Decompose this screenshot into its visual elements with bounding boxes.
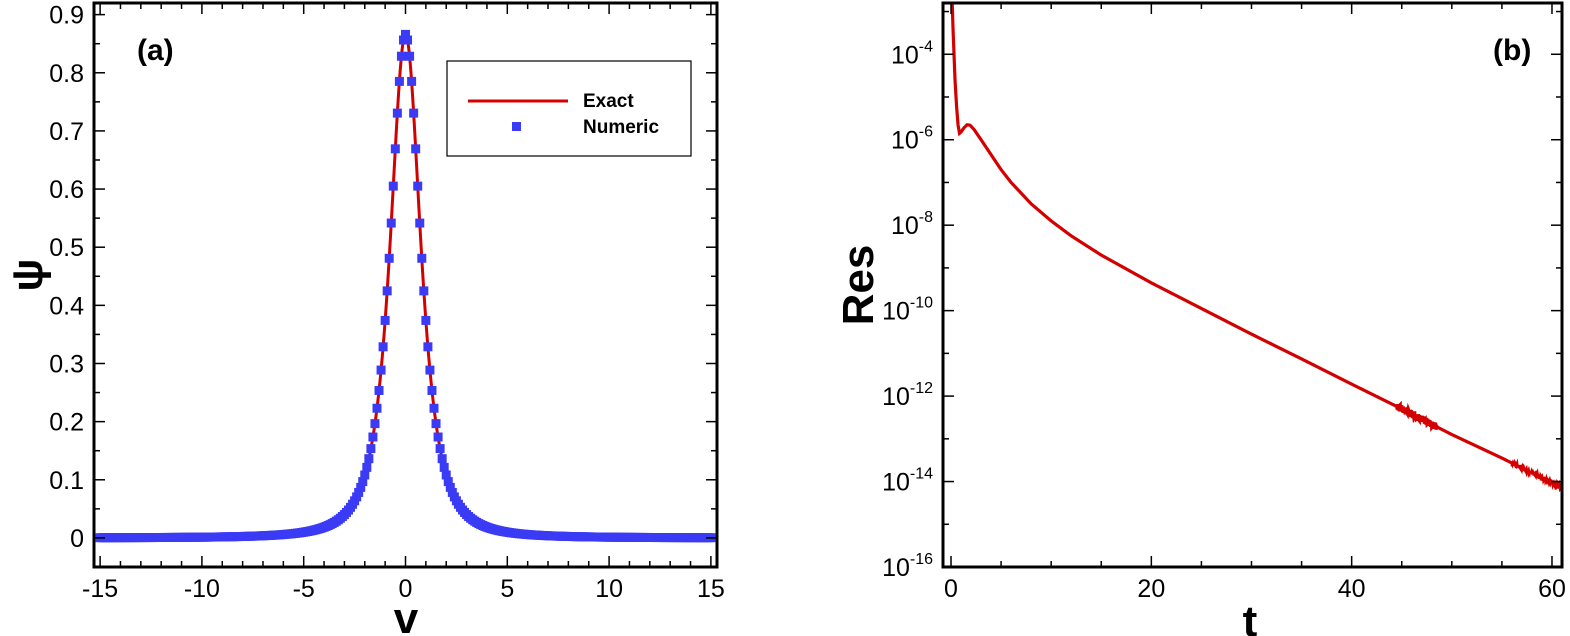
x-tick-label: 0: [399, 575, 413, 603]
y-tick-label: 0.7: [49, 118, 84, 146]
legend-exact-label: Exact: [583, 91, 634, 112]
numeric-point: [423, 342, 433, 352]
numeric-point: [378, 342, 388, 352]
numeric-point: [403, 35, 413, 45]
numeric-point: [401, 29, 410, 39]
numeric-point: [445, 482, 455, 492]
numeric-point: [396, 51, 406, 61]
x-tick-label: 60: [1538, 575, 1566, 603]
numeric-point: [372, 403, 382, 413]
x-tick-label: -10: [184, 575, 220, 603]
numeric-point: [435, 444, 445, 454]
panel-b-x-axis-title: t: [1243, 597, 1258, 636]
panel-a-plot-area: [95, 29, 716, 543]
numeric-point: [380, 315, 390, 325]
panel-b-plot-area: [950, 3, 1562, 493]
x-tick-label: 40: [1338, 575, 1366, 603]
x-tick-label: -5: [293, 575, 315, 603]
numeric-point: [425, 365, 435, 375]
numeric-point: [429, 403, 439, 413]
y-tick-label: 0.5: [49, 234, 84, 262]
numeric-point: [388, 181, 398, 191]
panel-a: -15 -10 -5 0 5 10 15 0 0.1 0.2 0.3 0.4 0.5 0.6 0.7 0.8 0…: [3, 1, 725, 636]
y-tick-label: 0.1: [49, 467, 84, 495]
y-tick-label: 0.8: [49, 60, 84, 88]
numeric-point: [415, 218, 425, 228]
y-tick-label: 0.9: [49, 2, 84, 30]
numeric-point: [437, 454, 447, 464]
x-tick-label: 0: [944, 575, 958, 603]
panel-a-x-axis-title: v: [394, 594, 419, 636]
legend-numeric-label: Numeric: [583, 117, 659, 138]
numeric-point: [409, 108, 419, 118]
y-tick-label: 0.3: [49, 350, 84, 378]
y-tick-label: 10-12: [882, 380, 933, 411]
numeric-point: [368, 432, 378, 442]
numeric-point: [411, 144, 421, 154]
numeric-point: [407, 76, 417, 86]
numeric-point: [362, 462, 372, 472]
numeric-point: [356, 482, 366, 492]
legend-numeric-marker: [512, 122, 521, 131]
numeric-point: [405, 51, 415, 61]
x-tick-label: 15: [697, 575, 725, 603]
x-tick-label: 10: [595, 575, 623, 603]
panel-b-y-axis-title: Res: [834, 245, 883, 326]
y-tick-label: 0: [70, 525, 84, 553]
panel-b-label: (b): [1493, 34, 1531, 67]
panel-a-y-axis-title: ψ: [3, 258, 52, 291]
numeric-point: [419, 286, 429, 296]
y-tick-label: 0.2: [49, 409, 84, 437]
numeric-point: [443, 477, 453, 487]
panel-a-axes: -15 -10 -5 0 5 10 15 0 0.1 0.2 0.3 0.4 0.5 0.6 0.7 0.8 0…: [49, 1, 725, 603]
y-tick-label: 0.4: [49, 292, 84, 320]
numeric-point: [390, 144, 400, 154]
x-tick-label: 20: [1137, 575, 1165, 603]
numeric-point: [386, 218, 396, 228]
numeric-point: [439, 462, 449, 472]
numeric-point: [421, 315, 431, 325]
numeric-point: [366, 444, 376, 454]
numeric-point: [370, 419, 380, 429]
y-tick-label: 10-6: [891, 124, 933, 155]
numeric-point: [382, 286, 392, 296]
numeric-point: [360, 470, 370, 480]
numeric-point: [384, 253, 394, 263]
numeric-point: [376, 365, 386, 375]
numeric-point: [394, 76, 404, 86]
residual-line: [950, 3, 1562, 493]
panel-b-axes: 0 20 40 60 10-16 10-14 10-12 10-10 10-8 10-6 10-4: [882, 1, 1566, 603]
legend-box: [446, 60, 692, 157]
panel-a-legend: Exact Numeric: [446, 60, 692, 157]
numeric-point: [427, 385, 437, 395]
numeric-point: [354, 487, 364, 497]
numeric-point: [392, 108, 402, 118]
numeric-point: [441, 470, 451, 480]
numeric-point: [413, 181, 423, 191]
y-tick-label: 10-14: [882, 466, 933, 497]
panel-b-frame: [941, 1, 1564, 569]
y-tick-label: 10-4: [891, 38, 933, 69]
numeric-point: [358, 477, 368, 487]
series-numeric-markers: [95, 29, 716, 543]
numeric-point: [433, 432, 443, 442]
numeric-point: [364, 454, 374, 464]
y-tick-label: 10-10: [882, 295, 933, 326]
numeric-point: [374, 385, 384, 395]
y-tick-label: 0.6: [49, 176, 84, 204]
y-tick-label: 10-16: [882, 551, 933, 582]
x-tick-label: 5: [500, 575, 514, 603]
numeric-point: [431, 419, 441, 429]
panel-b: 0 20 40 6010-1610-1410-1210-1010-810-610-4 …: [834, 1, 1566, 636]
x-tick-label: -15: [82, 575, 118, 603]
numeric-point: [417, 253, 427, 263]
y-tick-label: 10-8: [891, 209, 933, 240]
panel-a-label: (a): [137, 34, 174, 67]
